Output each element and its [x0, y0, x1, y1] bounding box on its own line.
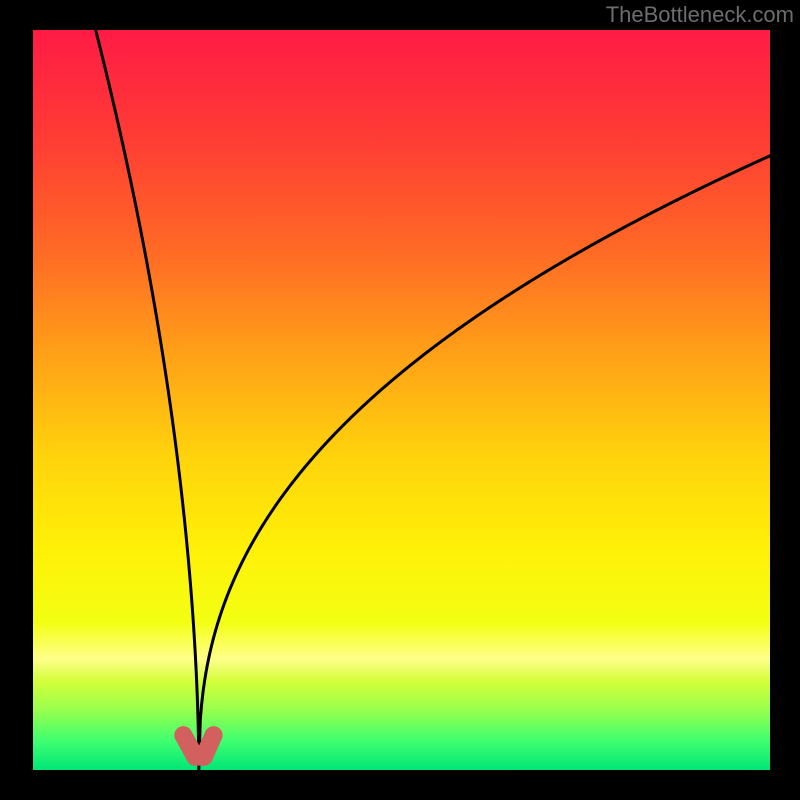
valley-marker — [174, 726, 192, 744]
chart-frame: TheBottleneck.com — [0, 0, 800, 800]
chart-plot — [33, 30, 770, 770]
chart-background — [33, 30, 770, 770]
valley-marker — [205, 726, 223, 744]
valley-marker — [195, 748, 213, 766]
watermark-text: TheBottleneck.com — [606, 2, 794, 28]
